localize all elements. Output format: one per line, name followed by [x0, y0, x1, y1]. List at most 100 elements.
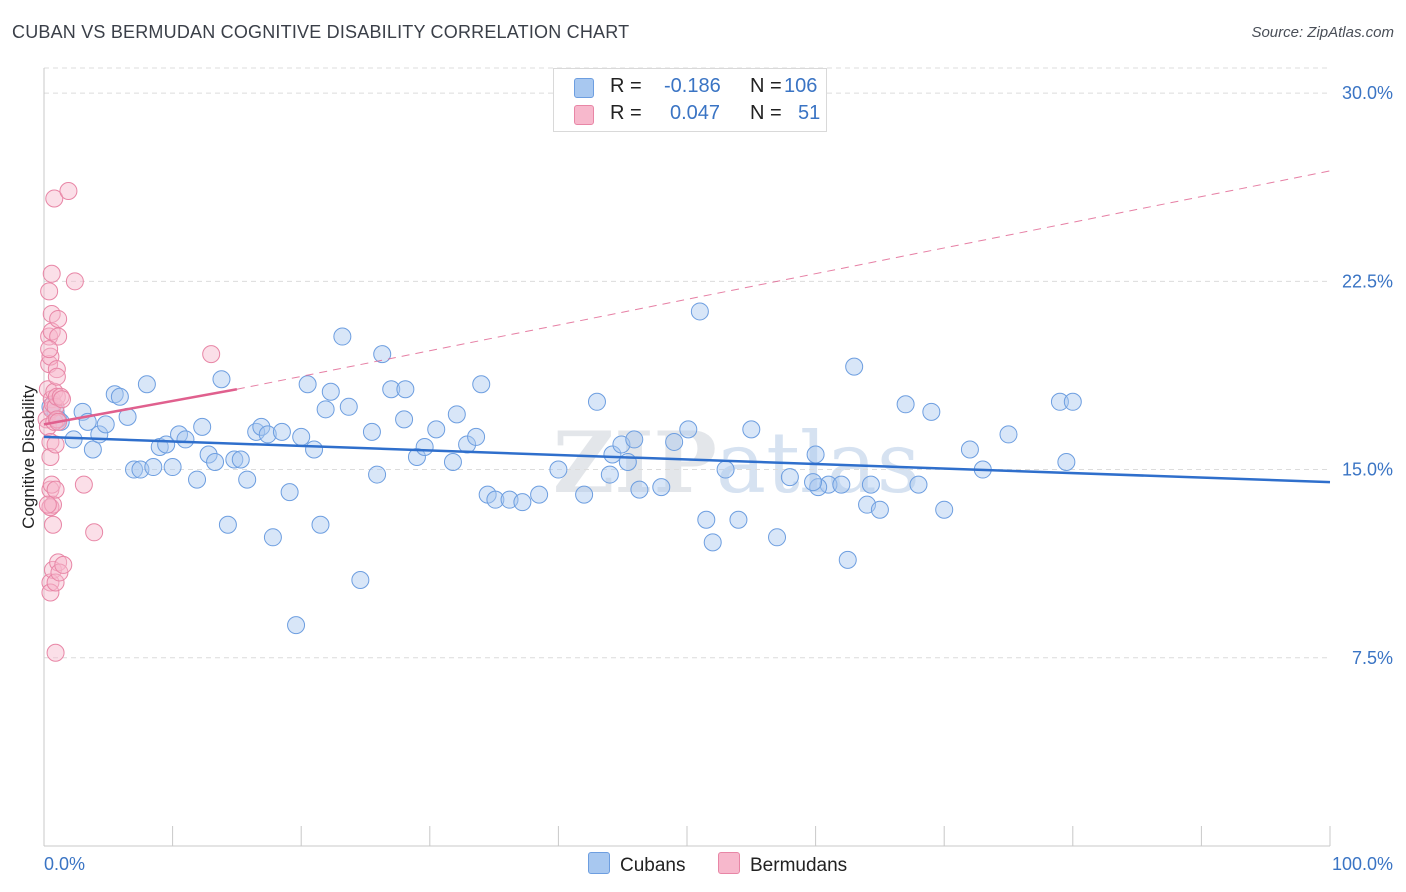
point-cubans — [396, 380, 415, 399]
point-cubans — [960, 440, 979, 459]
point-cubans — [137, 375, 156, 394]
point-cubans — [530, 485, 549, 504]
point-bermudans — [59, 181, 78, 200]
point-cubans — [368, 465, 387, 484]
point-cubans — [1057, 453, 1076, 472]
point-cubans — [861, 475, 880, 494]
point-cubans — [311, 515, 330, 534]
point-cubans — [603, 445, 622, 464]
bottom-legend-swatch-bermudans — [718, 852, 740, 874]
point-bermudans — [40, 282, 59, 301]
trend-lines — [43, 170, 1331, 484]
legend-r-label: R = — [610, 102, 642, 124]
point-cubans — [549, 460, 568, 479]
x-tick-labels: 0.0% 100.0% — [44, 854, 1393, 874]
point-cubans — [238, 470, 257, 489]
point-cubans — [298, 375, 317, 394]
point-cubans — [625, 430, 644, 449]
point-cubans — [64, 430, 83, 449]
point-cubans — [193, 417, 212, 436]
point-bermudans — [54, 555, 73, 574]
axes — [43, 68, 1331, 847]
point-cubans — [247, 422, 266, 441]
point-cubans — [935, 500, 954, 519]
chart-title: CUBAN VS BERMUDAN COGNITIVE DISABILITY C… — [12, 22, 630, 42]
point-cubans — [280, 483, 299, 502]
point-cubans — [362, 422, 381, 441]
point-cubans — [665, 432, 684, 451]
point-cubans — [110, 387, 129, 406]
point-bermudans — [41, 583, 60, 602]
point-bermudans — [47, 360, 66, 379]
legend-r-label: R = — [610, 75, 642, 97]
point-cubans — [806, 445, 825, 464]
point-cubans — [838, 550, 857, 569]
point-cubans — [225, 450, 244, 469]
point-cubans — [287, 616, 306, 635]
point-cubans — [768, 528, 787, 547]
point-cubans — [845, 357, 864, 376]
point-cubans — [176, 430, 195, 449]
bottom-legend-bermudans: Bermudans — [718, 852, 847, 877]
point-cubans — [218, 515, 237, 534]
point-bermudans — [47, 387, 66, 406]
point-cubans — [105, 385, 124, 404]
point-cubans — [575, 485, 594, 504]
point-cubans — [305, 440, 324, 459]
point-cubans — [999, 425, 1018, 444]
y-tick-label: 15.0% — [1342, 460, 1393, 480]
watermark: ZIP atlas — [553, 413, 920, 512]
point-cubans — [252, 417, 271, 436]
point-bermudans — [42, 264, 61, 283]
point-bermudans — [74, 475, 93, 494]
point-cubans — [587, 392, 606, 411]
legend-swatch-bermudans — [574, 105, 594, 125]
point-cubans — [742, 420, 761, 439]
point-cubans — [96, 415, 115, 434]
point-bermudans — [49, 327, 68, 346]
x-tick-label: 100.0% — [1332, 854, 1393, 874]
point-cubans — [652, 478, 671, 497]
point-bermudans — [202, 345, 221, 364]
point-cubans — [292, 427, 311, 446]
point-cubans — [809, 478, 828, 497]
point-bermudans — [41, 498, 60, 517]
point-cubans — [472, 375, 491, 394]
y-axis-label: Cognitive Disability — [19, 385, 38, 529]
point-cubans — [188, 470, 207, 489]
point-cubans — [1050, 392, 1069, 411]
point-bermudans — [85, 523, 104, 542]
point-cubans — [443, 453, 462, 472]
watermark-zip: ZIP — [553, 413, 717, 512]
trend-line-bermudans — [43, 388, 238, 426]
point-cubans — [427, 420, 446, 439]
bottom-legend-cubans: Cubans — [588, 852, 686, 877]
point-cubans — [1063, 392, 1082, 411]
bottom-legend-label-cubans: Cubans — [620, 855, 686, 876]
point-cubans — [339, 397, 358, 416]
point-bermudans — [46, 643, 65, 662]
point-cubans — [351, 570, 370, 589]
point-bermudans — [46, 435, 65, 454]
point-bermudans — [47, 367, 66, 386]
point-cubans — [382, 380, 401, 399]
point-cubans — [258, 425, 277, 444]
source-label: Source: ZipAtlas.com — [1251, 24, 1394, 41]
point-cubans — [630, 480, 649, 499]
point-cubans — [729, 510, 748, 529]
point-cubans — [896, 395, 915, 414]
point-cubans — [870, 500, 889, 519]
point-cubans — [373, 345, 392, 364]
x-tick-label: 0.0% — [44, 854, 85, 874]
legend-swatch-cubans — [574, 78, 594, 98]
legend-n-label: N = — [750, 75, 782, 97]
bottom-legend-swatch-cubans — [588, 852, 610, 874]
point-cubans — [321, 382, 340, 401]
legend: R = -0.186 N = 106 R = 0.047 N = 51 — [553, 68, 827, 132]
point-cubans — [316, 400, 335, 419]
legend-r-value: -0.186 — [664, 75, 721, 97]
trend-line-dashed-bermudans — [236, 170, 1331, 390]
gridlines — [44, 67, 1330, 659]
legend-n-label: N = — [750, 102, 782, 124]
point-cubans — [199, 445, 218, 464]
